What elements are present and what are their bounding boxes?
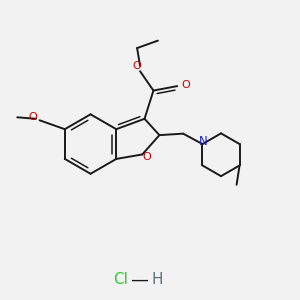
Text: N: N (199, 135, 208, 148)
Text: H: H (152, 272, 163, 287)
Text: O: O (181, 80, 190, 90)
Text: Cl: Cl (113, 272, 128, 287)
Text: —: — (130, 270, 148, 288)
Text: O: O (142, 152, 151, 162)
Text: O: O (28, 112, 38, 122)
Text: O: O (132, 61, 141, 71)
